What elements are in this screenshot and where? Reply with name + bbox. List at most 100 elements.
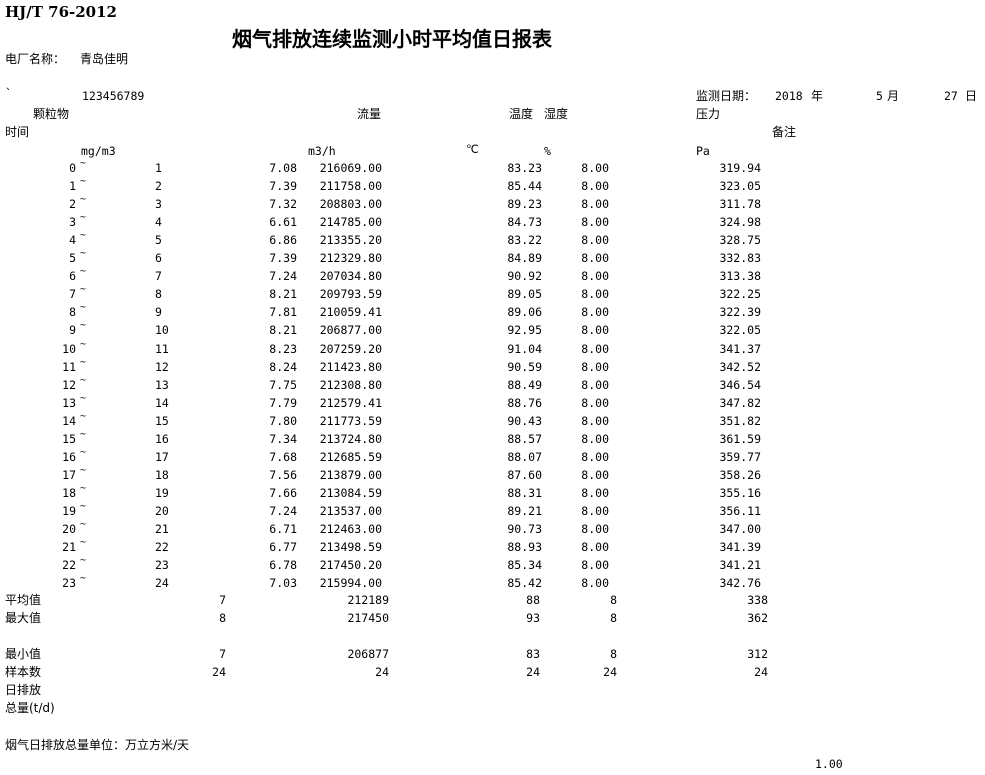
flow-value: 214785.00 <box>319 215 382 230</box>
header-particulate: 颗粒物 <box>33 107 70 121</box>
flow-value: 207259.20 <box>319 341 382 356</box>
date-day-unit: 日 <box>965 89 978 103</box>
hour-end: 13 <box>155 377 169 392</box>
header-remarks: 备注 <box>772 125 797 139</box>
pressure-value: 342.76 <box>719 576 761 591</box>
temperature-value: 89.23 <box>507 197 542 212</box>
hour-end: 7 <box>155 269 162 284</box>
particulate-summary: 8 <box>219 611 226 625</box>
hour-end: 20 <box>155 503 169 518</box>
hour-start: 15 <box>62 431 76 446</box>
standard-code: HJ/T 76-2012 <box>5 3 117 21</box>
pressure-value: 346.54 <box>719 377 761 392</box>
particulate-summary: 24 <box>212 665 226 679</box>
hour-end: 14 <box>155 395 169 410</box>
particulate-value: 7.08 <box>269 161 297 175</box>
pressure-value: 323.05 <box>719 179 761 194</box>
pressure-value: 324.98 <box>719 215 761 230</box>
temperature-value: 88.31 <box>507 485 542 500</box>
hour-start: 16 <box>62 449 76 464</box>
flow-summary: 24 <box>375 665 389 679</box>
hour-end: 2 <box>155 179 162 194</box>
hour-end: 6 <box>155 251 162 266</box>
humidity-value: 8.00 <box>581 179 609 194</box>
particulate-value: 7.34 <box>269 431 297 446</box>
flow-value: 212308.80 <box>319 377 382 392</box>
hour-end: 21 <box>155 522 169 536</box>
summary-label: 最小值 <box>5 647 42 661</box>
particulate-value: 6.77 <box>269 540 297 555</box>
tilde: ~ <box>80 194 87 206</box>
hour-end: 10 <box>155 323 169 338</box>
humidity-value: 8.00 <box>581 449 609 464</box>
plant-name-label: 电厂名称： <box>5 52 66 66</box>
hour-end: 3 <box>155 197 162 212</box>
tilde: ~ <box>80 392 87 404</box>
humidity-value: 8.00 <box>581 251 609 266</box>
hour-end: 1 <box>155 161 162 175</box>
particulate-value: 8.24 <box>269 359 297 374</box>
temperature-value: 88.57 <box>507 431 542 446</box>
pressure-value: 311.78 <box>719 197 761 212</box>
header-temperature: 温度 <box>509 107 534 121</box>
hour-start: 19 <box>62 503 76 518</box>
hour-end: 12 <box>155 359 169 374</box>
summary-label: 最大值 <box>5 611 42 625</box>
tilde: ~ <box>80 482 87 494</box>
hour-start: 18 <box>62 485 76 500</box>
flow-value: 212579.41 <box>319 395 382 410</box>
pressure-value: 341.21 <box>719 558 761 573</box>
header-flow: 流量 <box>357 107 382 121</box>
particulate-summary: 7 <box>219 593 226 607</box>
humidity-value: 8.00 <box>581 269 609 284</box>
particulate-value: 8.23 <box>269 341 297 356</box>
flow-value: 213084.59 <box>319 485 382 500</box>
hour-start: 7 <box>69 287 76 302</box>
pressure-value: 322.05 <box>719 323 761 338</box>
flow-summary: 206877 <box>347 647 389 661</box>
date-day: 27 <box>944 89 958 103</box>
temperature-value: 88.49 <box>507 377 542 392</box>
hour-start: 20 <box>62 522 76 536</box>
unit-pressure: Pa <box>696 144 710 158</box>
report-title: 烟气排放连续监测小时平均值日报表 <box>232 27 552 51</box>
humidity-value: 8.00 <box>581 522 609 536</box>
pressure-value: 347.00 <box>719 522 761 536</box>
flow-value: 213879.00 <box>319 467 382 482</box>
particulate-value: 7.75 <box>269 377 297 392</box>
tilde: ~ <box>80 537 87 549</box>
flow-summary: 212189 <box>347 593 389 607</box>
tilde: ~ <box>80 266 87 278</box>
hour-end: 18 <box>155 467 169 482</box>
particulate-value: 7.39 <box>269 179 297 194</box>
flow-value: 211423.80 <box>319 359 382 374</box>
humidity-value: 8.00 <box>581 305 609 320</box>
temperature-value: 84.73 <box>507 215 542 230</box>
humidity-summary: 8 <box>610 611 617 625</box>
footer-label: 烟气日排放总量单位：万立方米/天 <box>5 738 190 752</box>
pressure-value: 341.39 <box>719 540 761 555</box>
temperature-value: 85.34 <box>507 558 542 573</box>
hour-end: 11 <box>155 341 169 356</box>
flow-value: 211773.59 <box>319 413 382 428</box>
temperature-value: 90.73 <box>507 522 542 536</box>
unit-temperature: ℃ <box>466 142 479 156</box>
tilde: ~ <box>80 464 87 476</box>
hour-end: 16 <box>155 431 169 446</box>
humidity-value: 8.00 <box>581 485 609 500</box>
hour-end: 17 <box>155 449 169 464</box>
hour-end: 22 <box>155 540 169 555</box>
hour-end: 5 <box>155 233 162 248</box>
flow-value: 217450.20 <box>319 558 382 573</box>
hour-start: 13 <box>62 395 76 410</box>
humidity-value: 8.00 <box>581 359 609 374</box>
tilde: ~ <box>80 555 87 567</box>
hour-end: 9 <box>155 305 162 320</box>
humidity-value: 8.00 <box>581 395 609 410</box>
temperature-value: 91.04 <box>507 341 542 356</box>
tilde: ~ <box>80 176 87 188</box>
temperature-value: 89.05 <box>507 287 542 302</box>
temperature-value: 83.22 <box>507 233 542 248</box>
pressure-value: 359.77 <box>719 449 761 464</box>
hour-end: 24 <box>155 576 169 591</box>
